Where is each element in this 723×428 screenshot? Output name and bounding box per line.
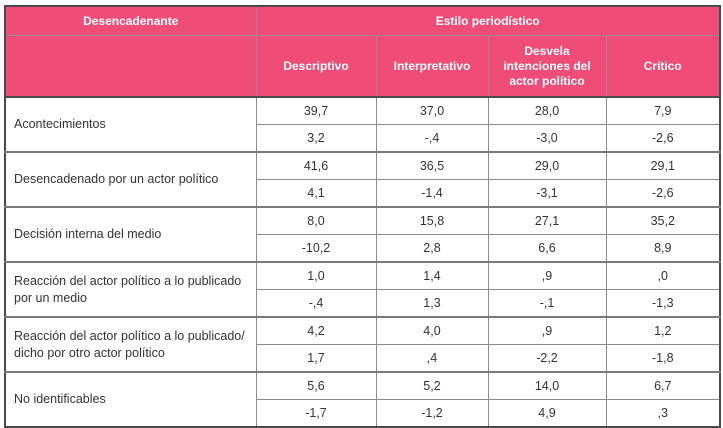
cell-value: 15,8 (375, 206, 489, 235)
cell-value: 4,2 (255, 316, 377, 345)
cell-value: 1,4 (375, 261, 489, 290)
table-row: No identificables 5,6 5,2 14,0 6,7 (4, 371, 721, 428)
cell-value: 37,0 (375, 97, 489, 125)
table-row: Acontecimientos 39,7 37,0 28,0 7,9 (4, 97, 721, 153)
cell-value: 4,9 (487, 399, 607, 428)
row-label-decision-interna: Decisión interna del medio (4, 206, 257, 263)
cell-value: -3,0 (487, 124, 607, 153)
cell-value: 6,7 (605, 371, 721, 400)
cell-value: 8,9 (605, 234, 721, 263)
cell-value: 4,1 (255, 179, 377, 208)
row-label-reaccion-otro-actor: Reacción del actor político a lo publica… (4, 316, 257, 373)
cell-value: -3,1 (487, 179, 607, 208)
cell-value: 29,0 (487, 151, 607, 180)
cell-value: ,4 (375, 344, 489, 373)
cell-value: 3,2 (255, 124, 377, 153)
table-row: Decisión interna del medio 8,0 15,8 27,1… (4, 206, 721, 263)
header-interpretativo: Interpretativo (375, 35, 489, 98)
cell-value: 41,6 (255, 151, 377, 180)
cell-value: ,0 (605, 261, 721, 290)
row-label-reaccion-publicado-medio: Reacción del actor político a lo publica… (4, 261, 257, 318)
cell-value: 8,0 (255, 206, 377, 235)
cell-value: 4,0 (375, 316, 489, 345)
cell-value: ,9 (487, 316, 607, 345)
cell-value: 2,8 (375, 234, 489, 263)
cell-value: 5,6 (255, 371, 377, 400)
table-row: Reacción del actor político a lo publica… (4, 261, 721, 318)
header-row-columns: Descriptivo Interpretativo Desvela inten… (4, 35, 721, 98)
cell-value: 36,5 (375, 151, 489, 180)
cell-value: -2,2 (487, 344, 607, 373)
cell-value: -1,7 (255, 399, 377, 428)
cell-value: 1,0 (255, 261, 377, 290)
cell-value: 1,7 (255, 344, 377, 373)
estilo-periodistico-table: Desencadenante Estilo periodístico Descr… (4, 5, 722, 428)
cell-value: -,4 (375, 124, 489, 153)
cell-value: 29,1 (605, 151, 721, 180)
row-label-desencadenado-actor: Desencadenado por un actor político (4, 151, 257, 208)
cell-value: 5,2 (375, 371, 489, 400)
row-label-acontecimientos: Acontecimientos (4, 97, 257, 153)
cell-value: 28,0 (487, 97, 607, 125)
cell-value: 1,2 (605, 316, 721, 345)
cell-value: -,1 (487, 289, 607, 318)
cell-value: -,4 (255, 289, 377, 318)
cell-value: 7,9 (605, 97, 721, 125)
cell-value: 27,1 (487, 206, 607, 235)
header-empty-cell (4, 35, 257, 98)
table-row: 4,1 -1,4 -3,1 -2,6 (5, 179, 721, 208)
cell-value: -1,3 (605, 289, 721, 318)
header-desencadenante: Desencadenante (4, 5, 257, 36)
header-estilo-periodistico: Estilo periodístico (255, 5, 721, 36)
cell-value: -1,8 (605, 344, 721, 373)
cell-value: 14,0 (487, 371, 607, 400)
cell-value: 39,7 (255, 97, 377, 125)
table-row: 3,2 -,4 -3,0 -2,6 (5, 124, 721, 153)
header-descriptivo: Descriptivo (255, 35, 377, 98)
cell-value: -1,2 (375, 399, 489, 428)
header-row-group: Desencadenante Estilo periodístico (4, 5, 721, 36)
cell-value: -2,6 (605, 179, 721, 208)
cell-value: -10,2 (255, 234, 377, 263)
table-row: -,4 1,3 -,1 -1,3 (5, 289, 721, 318)
cell-value: 6,6 (487, 234, 607, 263)
header-critico: Crítico (605, 35, 721, 98)
cell-value: ,9 (487, 261, 607, 290)
cell-value: -2,6 (605, 124, 721, 153)
cell-value: ,3 (605, 399, 721, 428)
cell-value: -1,4 (375, 179, 489, 208)
header-desvela-intenciones: Desvela intenciones del actor político (487, 35, 607, 98)
row-label-no-identificables: No identificables (4, 371, 257, 428)
cell-value: 35,2 (605, 206, 721, 235)
table-row: Reacción del actor político a lo publica… (4, 316, 721, 373)
table-row: Desencadenado por un actor político 41,6… (4, 151, 721, 208)
cell-value: 1,3 (375, 289, 489, 318)
table-row: -10,2 2,8 6,6 8,9 (5, 234, 721, 263)
